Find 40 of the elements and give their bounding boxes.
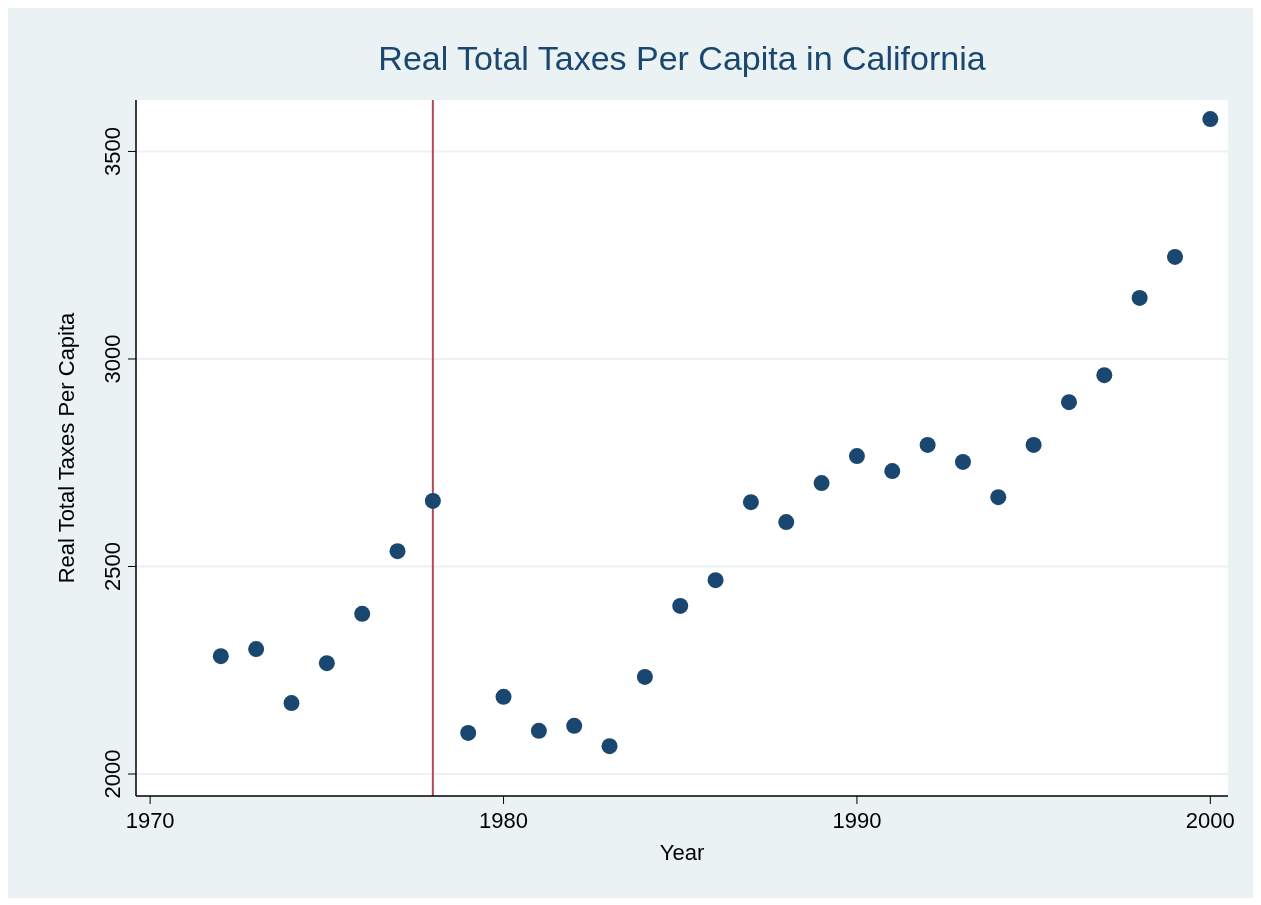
y-tick-label: 2000 [100,749,125,799]
point [354,605,371,622]
point [636,668,653,685]
point [778,514,795,531]
point [495,688,512,705]
point [318,655,335,672]
point [1202,111,1219,128]
point [990,489,1007,506]
point [248,641,265,658]
point [813,475,830,492]
point [1131,289,1148,306]
y-tick-label: 3000 [100,334,125,384]
point [283,695,300,712]
y-tick-label: 3500 [100,126,125,176]
point [742,494,759,511]
point [566,717,583,734]
point [424,492,441,509]
y-tick-label: 2500 [100,542,125,591]
point [672,597,689,614]
point [389,543,406,560]
point [884,463,901,480]
point [212,648,229,665]
point [1166,248,1183,265]
chart-title: Real Total Taxes Per Capita in California [378,39,986,77]
point [1060,394,1077,411]
point [460,724,477,741]
y-axis-title: Real Total Taxes Per Capita [54,311,79,584]
x-tick-label: 2000 [1185,808,1235,833]
point [601,738,618,755]
x-axis-title: Year [659,840,705,865]
point [530,722,547,739]
x-tick-label: 1980 [479,808,529,833]
point [848,448,865,465]
x-tick-label: 1970 [125,808,175,833]
point [1096,367,1113,384]
x-tick-label: 1990 [832,808,882,833]
point [707,572,724,589]
point [919,436,936,453]
point [1025,436,1042,453]
point [954,453,971,470]
